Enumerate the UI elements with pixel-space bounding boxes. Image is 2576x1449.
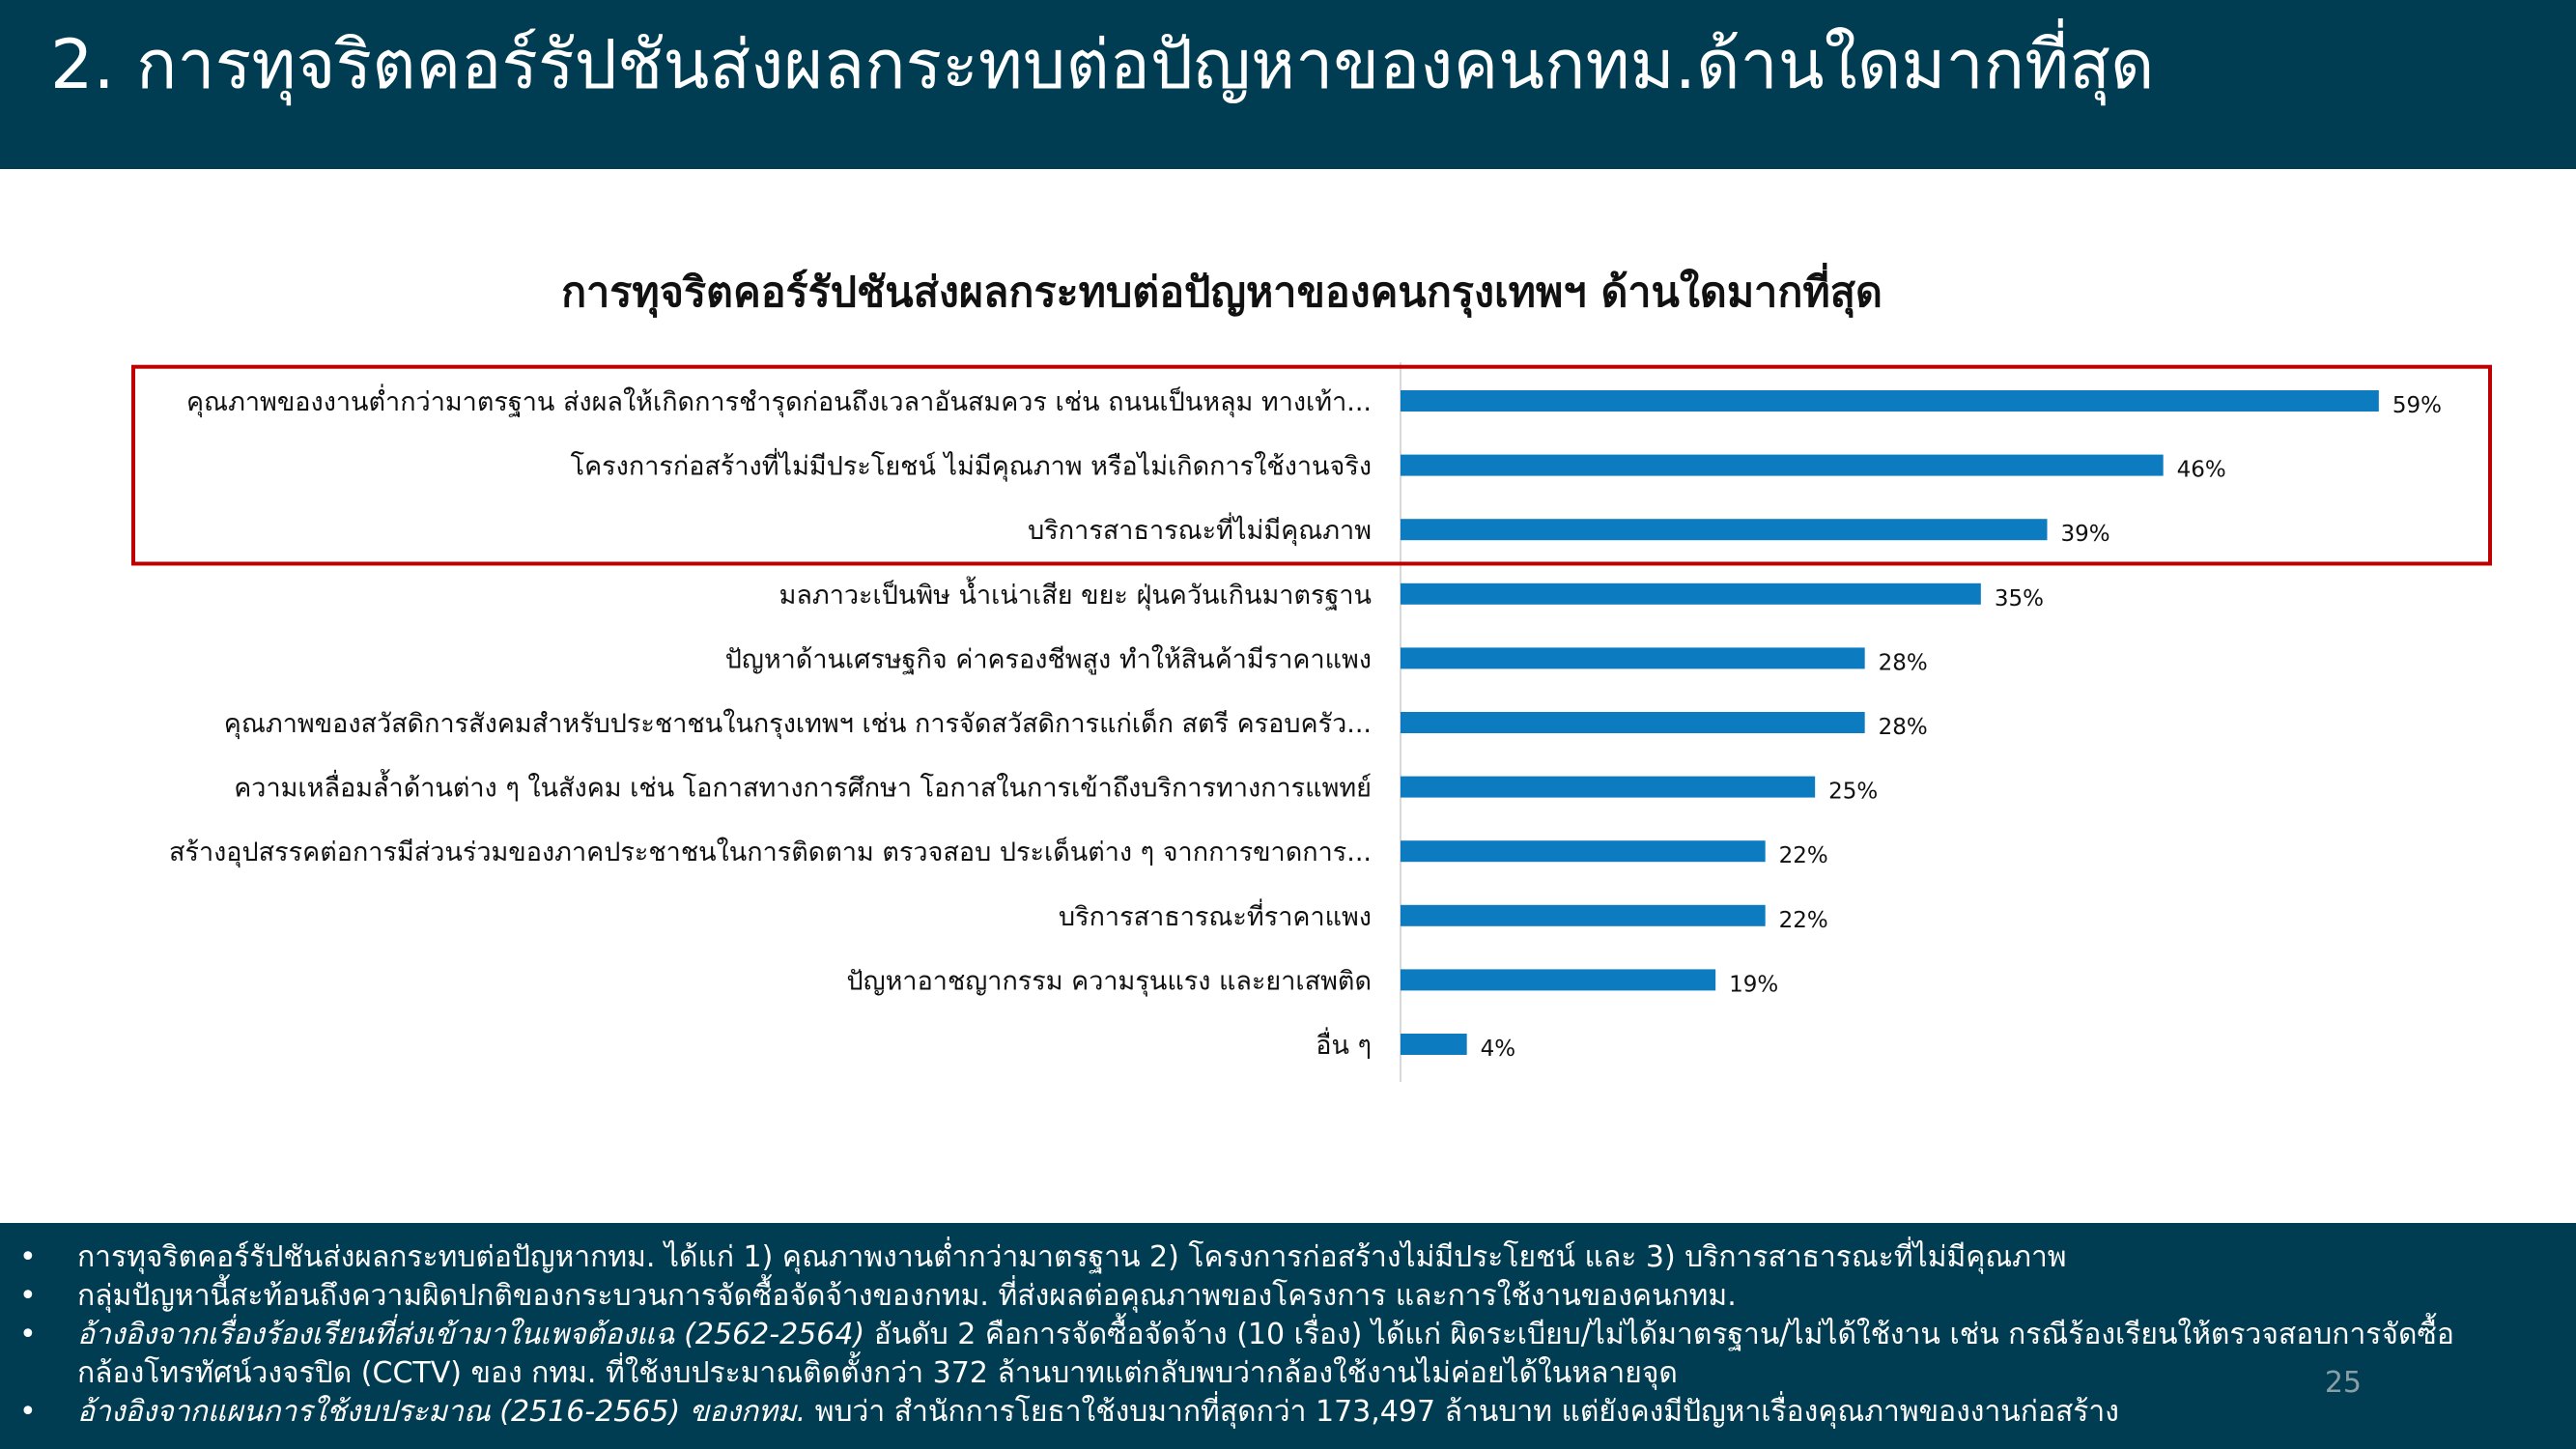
data-label: 4%	[1481, 1037, 1516, 1062]
bar	[1401, 582, 1981, 605]
category-label: ความเหลื่อมล้ำด้านต่าง ๆ ในสังคม เช่น โอ…	[234, 769, 1372, 804]
bar	[1401, 1034, 1467, 1055]
page-number: 25	[2324, 1366, 2362, 1400]
note-text: การทุจริตคอร์รัปชันส่งผลกระทบต่อปัญหากทม…	[77, 1240, 2067, 1274]
category-label: ปัญหาด้านเศรษฐกิจ ค่าครองชีพสูง ทำให้สิน…	[725, 643, 1372, 674]
data-label: 25%	[1828, 780, 1878, 805]
note-item: • อ้างอิงจากแผนการใช้งบประมาณ (2516-2565…	[19, 1393, 2531, 1432]
note-source-italic: อ้างอิงจากเรื่องร้องเรียนที่ส่งเข้ามาในเ…	[77, 1318, 865, 1351]
bar	[1401, 454, 2164, 476]
note-item: • กลุ่มปัญหานี้สะท้อนถึงความผิดปกติของกร…	[19, 1277, 2531, 1316]
data-label: 22%	[1779, 843, 1828, 868]
category-label: บริการสาธารณะที่ไม่มีคุณภาพ	[1028, 512, 1372, 547]
category-label: ปัญหาอาชญากรรม ความรุนแรง และยาเสพติด	[846, 966, 1372, 997]
bar	[1401, 776, 1816, 798]
category-label: คุณภาพของงานต่ำกว่ามาตรฐาน ส่งผลให้เกิดก…	[186, 384, 1372, 418]
category-label: โครงการก่อสร้างที่ไม่มีประโยชน์ ไม่มีคุณ…	[571, 448, 1372, 483]
bar	[1401, 840, 1766, 863]
bullet-icon: •	[19, 1279, 37, 1313]
note-item: • อ้างอิงจากเรื่องร้องเรียนที่ส่งเข้ามาใ…	[19, 1316, 2531, 1393]
page-title: 2. การทุจริตคอร์รัปชันส่งผลกระทบต่อปัญหา…	[50, 25, 2155, 104]
bar	[1401, 969, 1716, 991]
header-banner: 2. การทุจริตคอร์รัปชันส่งผลกระทบต่อปัญหา…	[0, 0, 2576, 169]
bar-chart: คุณภาพของงานต่ำกว่ามาตรฐาน ส่งผลให้เกิดก…	[131, 362, 2492, 1082]
data-label: 39%	[2061, 522, 2110, 547]
data-label: 59%	[2392, 393, 2442, 418]
footer-notes-panel: • การทุจริตคอร์รัปชันส่งผลกระทบต่อปัญหาก…	[0, 1223, 2576, 1449]
note-text-continued: กล้องโทรทัศน์วงจรปิด (CCTV) ของ กทม. ที่…	[77, 1356, 1678, 1390]
data-label: 22%	[1779, 908, 1828, 933]
note-text: อันดับ 2 คือการจัดซื้อจัดจ้าง (10 เรื่อง…	[864, 1318, 2454, 1351]
category-label: คุณภาพของสวัสดิการสังคมสำหรับประชาชนในกร…	[224, 706, 1372, 740]
bar	[1401, 904, 1766, 926]
data-label: 46%	[2177, 458, 2226, 483]
note-source-italic: อ้างอิงจากแผนการใช้งบประมาณ (2516-2565) …	[77, 1395, 807, 1429]
data-label: 35%	[1995, 586, 2044, 611]
bar	[1401, 390, 2379, 412]
data-label: 28%	[1879, 650, 1928, 675]
chart-title: การทุจริตคอร์รัปชันส่งผลกระทบต่อปัญหาของ…	[561, 269, 1882, 317]
category-label: สร้างอุปสรรคต่อการมีส่วนร่วมของภาคประชาช…	[169, 835, 1372, 868]
note-item: • การทุจริตคอร์รัปชันส่งผลกระทบต่อปัญหาก…	[19, 1238, 2531, 1277]
bullet-icon: •	[19, 1318, 37, 1351]
bar	[1401, 647, 1865, 669]
category-label: มลภาวะเป็นพิษ น้ำเน่าเสีย ขยะ ฝุ่นควันเก…	[779, 576, 1372, 611]
notes-list: • การทุจริตคอร์รัปชันส่งผลกระทบต่อปัญหาก…	[19, 1238, 2531, 1432]
data-label: 28%	[1879, 715, 1928, 740]
data-label: 19%	[1729, 972, 1778, 997]
bar	[1401, 712, 1865, 733]
bullet-icon: •	[19, 1240, 37, 1274]
note-text: กลุ่มปัญหานี้สะท้อนถึงความผิดปกติของกระบ…	[77, 1279, 1737, 1313]
bullet-icon: •	[19, 1395, 37, 1429]
highlight-box	[131, 364, 2492, 566]
bar	[1401, 519, 2048, 541]
category-label: อื่น ๆ	[1316, 1027, 1372, 1061]
note-text: พบว่า สำนักการโยธาใช้งบมากที่สุดกว่า 173…	[806, 1395, 2119, 1429]
category-label: บริการสาธารณะที่ราคาแพง	[1059, 898, 1372, 932]
